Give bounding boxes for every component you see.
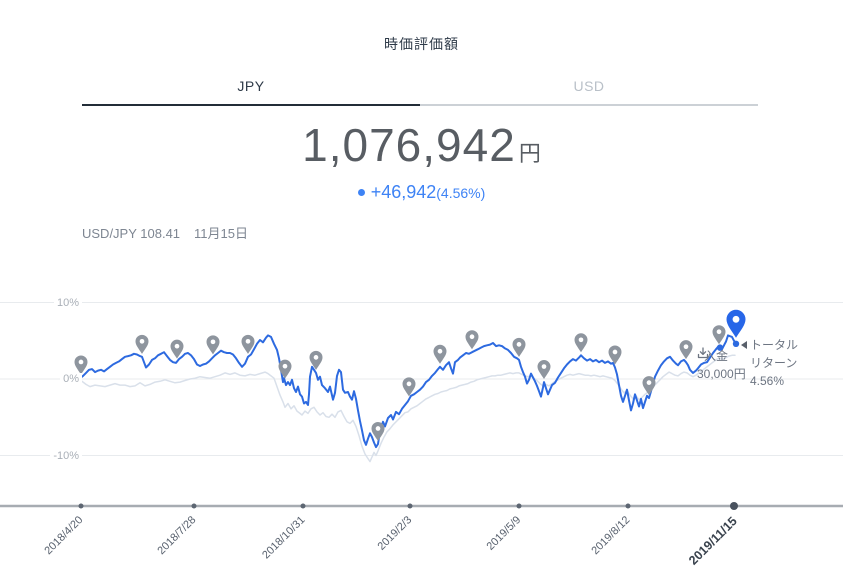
x-axis-tick-dot bbox=[516, 503, 522, 509]
deposit-pin-icon[interactable] bbox=[537, 360, 551, 380]
gain-row: +46,942(4.56%) bbox=[0, 182, 843, 203]
deposit-pin-icon[interactable] bbox=[206, 335, 220, 355]
fx-rate-value: USD/JPY 108.41 bbox=[82, 226, 181, 241]
total-valuation-amount: 1,076,942 bbox=[302, 119, 516, 171]
x-axis-tick-dot bbox=[625, 503, 631, 509]
deposit-pin-icon[interactable] bbox=[512, 337, 526, 357]
total-valuation: 1,076,942 円 bbox=[0, 122, 843, 168]
gain-dot-icon bbox=[357, 189, 365, 196]
deposit-pin-icon[interactable] bbox=[465, 330, 479, 350]
tab-jpy-label: JPY bbox=[237, 78, 265, 94]
total-valuation-unit: 円 bbox=[518, 141, 541, 166]
deposit-label: 入金 bbox=[704, 349, 729, 363]
x-axis-tick-dot bbox=[407, 503, 413, 509]
deposit-pin-icon[interactable] bbox=[402, 377, 416, 397]
page-title: 時価評価額 bbox=[384, 36, 459, 52]
line-point-dot bbox=[716, 344, 724, 351]
deposit-pin-icon[interactable] bbox=[712, 325, 726, 345]
tab-jpy[interactable]: JPY bbox=[82, 78, 420, 106]
y-axis-label: 0% bbox=[60, 373, 82, 385]
tab-usd[interactable]: USD bbox=[420, 78, 758, 106]
currency-tabs: JPY USD bbox=[82, 78, 758, 106]
x-axis-tick-dot bbox=[300, 503, 306, 509]
fx-rate-line: USD/JPY 108.41 11月15日 bbox=[82, 223, 248, 242]
secondary-return-line bbox=[77, 354, 736, 463]
total-return-label-2: リターン bbox=[750, 356, 798, 370]
gain-percent: (4.56%) bbox=[436, 185, 486, 201]
y-axis-label: 10% bbox=[53, 296, 82, 309]
x-axis-tick-dot bbox=[78, 503, 84, 509]
total-return-line bbox=[77, 334, 737, 449]
deposit-pin-icon[interactable] bbox=[135, 334, 149, 354]
deposit-tooltip[interactable]: 入金 30,000円 bbox=[697, 347, 746, 383]
deposit-pin-icon[interactable] bbox=[642, 376, 656, 396]
deposit-pin-icon[interactable] bbox=[241, 334, 255, 354]
total-return-tooltip[interactable]: トータル リターン 4.56% bbox=[741, 336, 798, 390]
line-point-dot bbox=[732, 340, 740, 348]
deposit-pin-icon[interactable] bbox=[608, 345, 622, 365]
x-axis-tick-dot bbox=[730, 502, 738, 510]
deposit-pin-icon[interactable] bbox=[371, 422, 385, 442]
deposit-pin-icon[interactable] bbox=[278, 359, 292, 379]
fx-rate-date: 11月15日 bbox=[194, 226, 249, 241]
deposit-pin-icon[interactable] bbox=[170, 339, 184, 359]
y-axis-label: -10% bbox=[50, 449, 82, 462]
deposit-icon bbox=[697, 347, 709, 359]
total-return-value: 4.56% bbox=[750, 374, 785, 388]
x-axis-tick-dot bbox=[191, 503, 197, 509]
deposit-pin-icon[interactable] bbox=[74, 355, 88, 375]
pointer-left-icon bbox=[741, 341, 747, 349]
total-return-label-1: トータル bbox=[750, 338, 799, 352]
tab-usd-label: USD bbox=[573, 78, 605, 94]
deposit-pin-icon[interactable] bbox=[574, 333, 588, 353]
deposit-pin-icon[interactable] bbox=[433, 344, 447, 364]
current-position-pin-icon[interactable] bbox=[726, 309, 746, 338]
deposit-amount: 30,000円 bbox=[697, 367, 746, 381]
deposit-pin-icon[interactable] bbox=[309, 350, 323, 370]
deposit-pin-icon[interactable] bbox=[679, 340, 693, 360]
gain-amount: +46,942 bbox=[370, 182, 437, 202]
